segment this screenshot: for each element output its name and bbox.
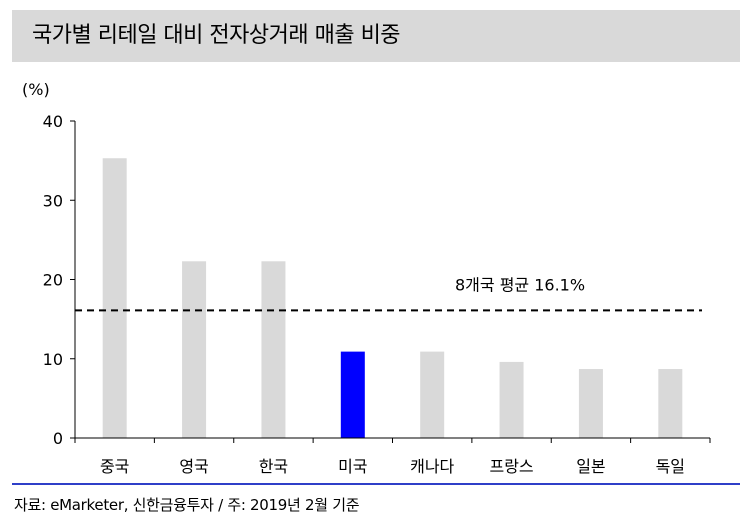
y-tick-label: 30 bbox=[43, 191, 63, 210]
y-tick-label: 40 bbox=[43, 112, 63, 131]
x-tick-label: 프랑스 bbox=[489, 457, 533, 476]
x-tick-label: 영국 bbox=[179, 457, 208, 476]
bar-3 bbox=[261, 261, 286, 438]
x-tick-label: 중국 bbox=[100, 457, 129, 476]
source-note: 자료: eMarketer, 신한금융투자 / 주: 2019년 2월 기준 bbox=[14, 496, 360, 514]
y-tick-label: 0 bbox=[53, 429, 63, 448]
bar-2 bbox=[182, 261, 207, 438]
bar-8 bbox=[658, 369, 683, 438]
x-tick-label: 한국 bbox=[259, 457, 288, 476]
y-tick-label: 10 bbox=[43, 350, 63, 369]
y-tick-label: 20 bbox=[43, 271, 63, 290]
bar-7 bbox=[578, 369, 603, 438]
x-tick-label: 미국 bbox=[338, 457, 367, 476]
bar-4 bbox=[340, 351, 365, 438]
x-tick-label: 캐나다 bbox=[410, 457, 454, 476]
title-bar: 국가별 리테일 대비 전자상거래 매출 비중 bbox=[12, 10, 740, 62]
x-tick-label: 독일 bbox=[656, 457, 685, 476]
bar-5 bbox=[420, 351, 445, 438]
average-reference-label: 8개국 평균 16.1% bbox=[455, 275, 585, 294]
chart-title: 국가별 리테일 대비 전자상거래 매출 비중 bbox=[32, 23, 401, 48]
bar-6 bbox=[499, 361, 524, 438]
x-tick-label: 일본 bbox=[576, 457, 605, 476]
y-unit-label: (%) bbox=[22, 80, 50, 99]
bar-1 bbox=[102, 158, 127, 438]
footer-divider bbox=[12, 483, 740, 485]
